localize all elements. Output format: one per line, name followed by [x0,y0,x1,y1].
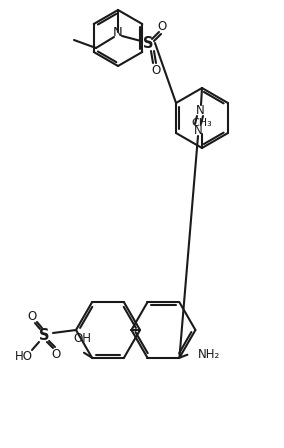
Text: O: O [151,64,161,77]
Text: OH: OH [73,332,91,345]
Text: CH₃: CH₃ [192,118,212,128]
Text: O: O [51,349,60,362]
Text: N: N [194,124,202,137]
Text: S: S [143,36,153,52]
Text: O: O [27,310,37,323]
Text: NH₂: NH₂ [197,348,220,361]
Text: N: N [196,103,204,116]
Text: HO: HO [15,350,33,363]
Text: N: N [113,26,123,39]
Text: O: O [157,20,167,33]
Text: S: S [39,327,49,343]
